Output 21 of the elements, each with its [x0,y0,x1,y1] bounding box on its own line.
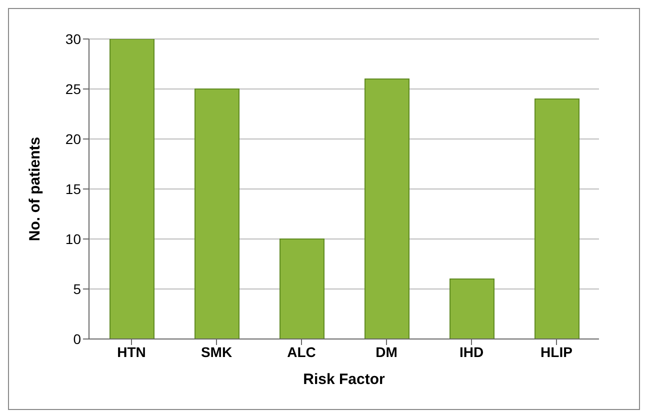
y-tick-label: 15 [65,180,82,197]
x-tick-label: HLIP [540,344,572,360]
y-tick-label: 20 [65,130,82,147]
x-axis-title: Risk Factor [303,371,386,388]
y-tick-label: 0 [73,330,82,347]
x-tick-label: ALC [287,344,316,360]
bar [534,98,580,339]
x-tick-label: IHD [459,344,484,360]
bar [450,278,494,339]
x-tick-label: SMK [200,344,232,360]
y-tick-label: 5 [73,280,82,297]
y-tick-label: 30 [65,30,82,47]
y-axis-title: No. of patients [26,136,44,242]
bar [280,238,324,339]
bar [194,88,240,339]
y-tick-label: 25 [65,80,82,97]
x-tick-label: HTN [117,344,146,360]
x-tick-label: DM [376,344,398,360]
bar [364,78,410,339]
y-tick-label: 10 [65,230,82,247]
bar [110,39,154,339]
